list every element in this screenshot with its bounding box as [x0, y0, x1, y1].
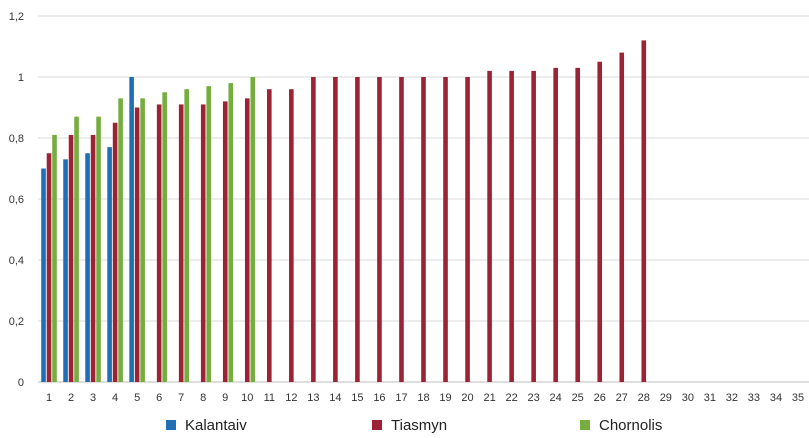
bar-tiasmyn-1: [46, 153, 52, 382]
bar-chornolis-8: [206, 86, 212, 383]
x-tick-label: 27: [616, 392, 628, 404]
x-tick-label: 31: [704, 392, 716, 404]
legend-swatch-tiasmyn: [372, 420, 382, 430]
x-tick-label: 30: [682, 392, 694, 404]
bar-chornolis-7: [184, 89, 189, 382]
bar-kalantaiv-4: [107, 147, 112, 382]
x-tick-label: 17: [395, 392, 407, 404]
y-tick-label: 1: [18, 72, 24, 84]
bar-tiasmyn-13: [311, 77, 316, 382]
bar-tiasmyn-17: [399, 77, 404, 382]
legend-label-chornolis: Chornolis: [599, 417, 662, 434]
legend-label-kalantaiv: Kalantaiv: [185, 417, 247, 434]
x-tick-label: 12: [285, 392, 297, 404]
x-tick-label: 24: [550, 392, 562, 404]
y-tick-label: 0,6: [9, 194, 24, 206]
x-tick-label: 10: [241, 392, 253, 404]
x-tick-label: 19: [439, 392, 451, 404]
x-tick-label: 9: [222, 392, 228, 404]
bar-chornolis-1: [52, 134, 57, 382]
x-tick-label: 26: [594, 392, 606, 404]
x-tick-label: 8: [200, 392, 206, 404]
x-tick-label: 18: [417, 392, 429, 404]
x-tick-label: 33: [748, 392, 760, 404]
bar-tiasmyn-22: [509, 70, 514, 383]
bar-tiasmyn-23: [531, 70, 536, 383]
x-tick-label: 14: [329, 392, 341, 404]
bar-tiasmyn-20: [465, 77, 470, 382]
x-tick-label: 4: [112, 392, 118, 404]
y-tick-label: 0,8: [9, 133, 24, 145]
legend-label-tiasmyn: Tiasmyn: [391, 417, 447, 434]
bar-chornolis-9: [228, 83, 234, 382]
bar-kalantaiv-3: [85, 153, 90, 382]
bar-tiasmyn-12: [289, 89, 294, 382]
bar-tiasmyn-26: [597, 61, 603, 382]
bar-tiasmyn-2: [68, 134, 74, 382]
x-tick-label: 7: [178, 392, 184, 404]
x-tick-label: 16: [373, 392, 385, 404]
x-tick-label: 5: [134, 392, 140, 404]
bar-chornolis-5: [140, 98, 145, 382]
y-tick-label: 0,2: [9, 316, 24, 328]
y-tick-label: 0: [18, 377, 24, 389]
bar-kalantaiv-5: [129, 77, 134, 382]
bar-tiasmyn-11: [267, 89, 272, 382]
bar-chornolis-10: [250, 77, 256, 382]
x-tick-label: 23: [528, 392, 540, 404]
y-axis-tick-labels: 0 0,2 0,4 0,6 0,8 1 1,2: [9, 11, 24, 389]
bar-tiasmyn-27: [619, 52, 625, 382]
x-tick-label: 3: [90, 392, 96, 404]
bars: [41, 40, 647, 383]
bar-chornolis-6: [162, 92, 167, 382]
bar-chornolis-3: [96, 116, 101, 383]
x-tick-label: 25: [572, 392, 584, 404]
x-axis-tick-labels: 1 2 3 4 5 6 7 8 9 10 11 12 13 14 15 16 17 18 19 20 21 22 23 24 2…: [46, 392, 804, 404]
bar-tiasmyn-25: [575, 67, 580, 382]
x-tick-label: 28: [638, 392, 650, 404]
bar-tiasmyn-10: [244, 98, 250, 382]
y-tick-label: 1,2: [9, 11, 24, 23]
bar-tiasmyn-24: [553, 67, 558, 382]
y-tick-label: 0,4: [9, 255, 24, 267]
bar-tiasmyn-5: [134, 107, 140, 382]
bar-tiasmyn-3: [90, 134, 96, 382]
bar-tiasmyn-19: [443, 77, 448, 382]
x-tick-label: 15: [351, 392, 363, 404]
x-tick-label: 13: [307, 392, 319, 404]
bar-tiasmyn-7: [178, 104, 184, 382]
bar-tiasmyn-4: [112, 122, 118, 382]
x-tick-label: 20: [461, 392, 473, 404]
bar-tiasmyn-28: [641, 40, 647, 383]
x-tick-label: 29: [660, 392, 672, 404]
x-tick-label: 34: [770, 392, 782, 404]
bar-tiasmyn-18: [421, 77, 426, 382]
x-tick-label: 2: [68, 392, 74, 404]
bar-chornolis-4: [118, 98, 123, 382]
legend-swatch-kalantaiv: [166, 420, 176, 430]
bar-tiasmyn-8: [200, 104, 206, 382]
bar-tiasmyn-16: [377, 77, 382, 382]
x-tick-label: 11: [264, 392, 275, 404]
x-tick-label: 22: [505, 392, 517, 404]
bar-tiasmyn-6: [156, 104, 162, 382]
bar-tiasmyn-15: [355, 77, 360, 382]
x-tick-label: 6: [156, 392, 162, 404]
legend: Kalantaiv Tiasmyn Chornolis: [166, 417, 662, 434]
bar-tiasmyn-21: [487, 70, 492, 383]
x-tick-label: 35: [792, 392, 804, 404]
bar-kalantaiv-2: [63, 159, 68, 382]
bar-chornolis-2: [74, 116, 79, 383]
x-tick-label: 32: [726, 392, 738, 404]
x-tick-label: 1: [46, 392, 52, 404]
bar-tiasmyn-14: [333, 77, 338, 382]
x-tick-label: 21: [483, 392, 495, 404]
bar-kalantaiv-1: [41, 168, 46, 382]
bar-tiasmyn-9: [222, 101, 228, 383]
legend-swatch-chornolis: [580, 420, 590, 430]
